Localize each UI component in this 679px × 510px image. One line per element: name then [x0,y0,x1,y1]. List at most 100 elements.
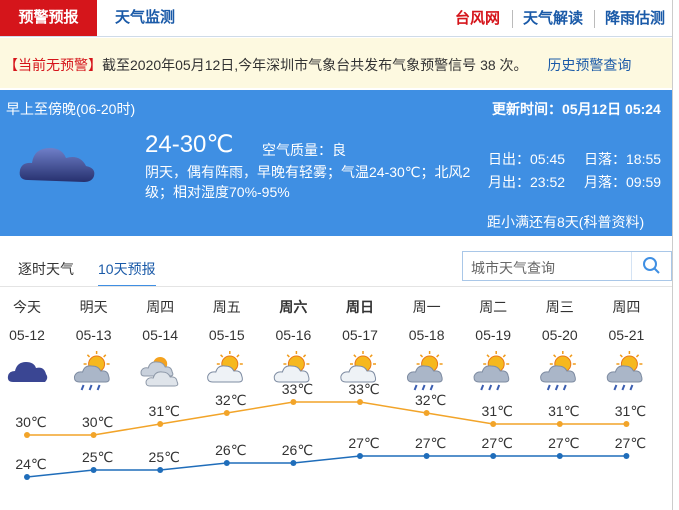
solar-term[interactable]: 距小满还有8天(科普资料) [487,214,645,230]
alert-status: 【当前无预警】 [4,57,102,73]
search-button[interactable] [631,252,671,280]
temp-label: 26℃ [282,442,313,458]
temp-label: 27℃ [415,435,446,451]
weekday: 周五 [213,299,241,315]
temp-label: 25℃ [149,449,180,465]
cloud [340,365,377,383]
sun-ray [635,354,640,358]
rain-drop [421,384,426,391]
date: 05-14 [142,327,178,343]
cloud [207,365,243,383]
border [672,0,673,510]
weekday: 周日 [346,299,374,315]
cloud [406,365,443,383]
temp-point [623,421,630,427]
tab[interactable]: 逐时天气 [18,261,74,277]
temp-point [490,421,497,427]
rain-drop [629,384,634,391]
weather-icon [406,351,443,391]
weekday: 周一 [413,299,441,315]
cloud [473,365,510,383]
weather-icon [473,351,510,391]
cloud [606,365,643,383]
temp-label: 31℃ [482,403,513,419]
sun-ray [369,354,373,358]
weather-icon [606,351,643,391]
temp-label: 31℃ [548,403,579,419]
temp-label: 30℃ [82,414,113,430]
sun-ray [419,354,424,358]
temp-point [423,453,430,459]
rain-drop [621,384,626,391]
weekday: 周四 [612,299,640,315]
weather-icon [19,148,95,182]
header-link[interactable]: 天气解读 [512,10,593,28]
temp-point [623,453,630,459]
date: 05-12 [9,327,45,343]
date: 05-21 [608,327,644,343]
rain-drop [488,384,493,391]
sun-ray [486,354,490,358]
cloud [7,362,48,382]
temp-line [26,455,627,478]
date: 05-20 [542,327,578,343]
air-quality: 空气质量：良 [262,142,346,158]
weekday: 周六 [279,299,307,315]
temp-point [24,432,30,438]
temp-point [90,432,97,438]
weekday: 周二 [479,299,507,315]
description: 阴天，偶有阵雨，早晚有轻雾；气温24-30℃；北风2级；相对湿度70%-95% [145,164,471,200]
temp-label: 33℃ [282,381,313,397]
temp-label: 32℃ [215,392,246,408]
search-box[interactable]: 城市天气查询 [462,251,672,281]
today-panel: 早上至傍晚(06-20时) 更新时间：05月12日 05:24 24-30℃ 空… [0,90,672,236]
weather-icon [207,351,243,383]
temp-point [290,460,297,466]
temp-label: 33℃ [348,381,379,397]
temp-label: 31℃ [149,403,180,419]
cloud [19,148,95,182]
sun-ray [302,354,307,358]
weekday: 明天 [80,299,108,315]
weather-icon [540,351,576,391]
rain-drop [429,384,434,391]
alert-bar: 【当前无预警】截至2020年05月12日,今年深圳市气象台共发布气象预警信号 3… [0,38,672,88]
forecast: 今天 05-12 明天 05-13 周四 05-14 周五 05-15 周六 05-16 周日 05-… [7,299,646,480]
rain-drop [80,384,85,391]
date: 05-16 [275,327,311,343]
sun-ray [286,354,290,358]
weekday: 今天 [13,299,41,315]
rain-drop [562,384,567,391]
tab-active[interactable]: 10天预报 [98,259,156,287]
rain-drop [546,384,551,391]
sunset: 日落：18:55 [584,151,662,167]
temp-point [157,421,164,427]
sun-ray [353,354,357,358]
header-link[interactable]: 台风网 [455,10,501,27]
temp-label: 27℃ [548,435,579,451]
header-link[interactable]: 降雨估测 [594,10,675,28]
tab-active[interactable]: 预警预报 [0,0,97,36]
temp-point [90,467,97,473]
date: 05-19 [475,327,511,343]
temp-point [24,474,30,480]
search-placeholder: 城市天气查询 [471,260,555,276]
period: 早上至傍晚(06-20时) [6,101,136,117]
alert-link[interactable]: 历史预警查询 [547,57,632,73]
weather-icon [140,357,179,387]
sunrise: 日出：05:45 [488,151,566,167]
weather-icon [273,351,310,383]
temp-label: 31℃ [615,403,646,419]
temp-point [357,399,363,405]
sun-ray [619,354,623,358]
tab[interactable]: 天气监测 [115,9,176,26]
temp-point [290,399,297,405]
temp-label: 24℃ [15,456,46,472]
temp-point [423,410,430,416]
temp-label: 27℃ [348,435,379,451]
weather-icon [73,351,110,391]
rain-drop [88,384,93,391]
rain-drop [480,384,485,391]
temp-point [223,410,230,416]
